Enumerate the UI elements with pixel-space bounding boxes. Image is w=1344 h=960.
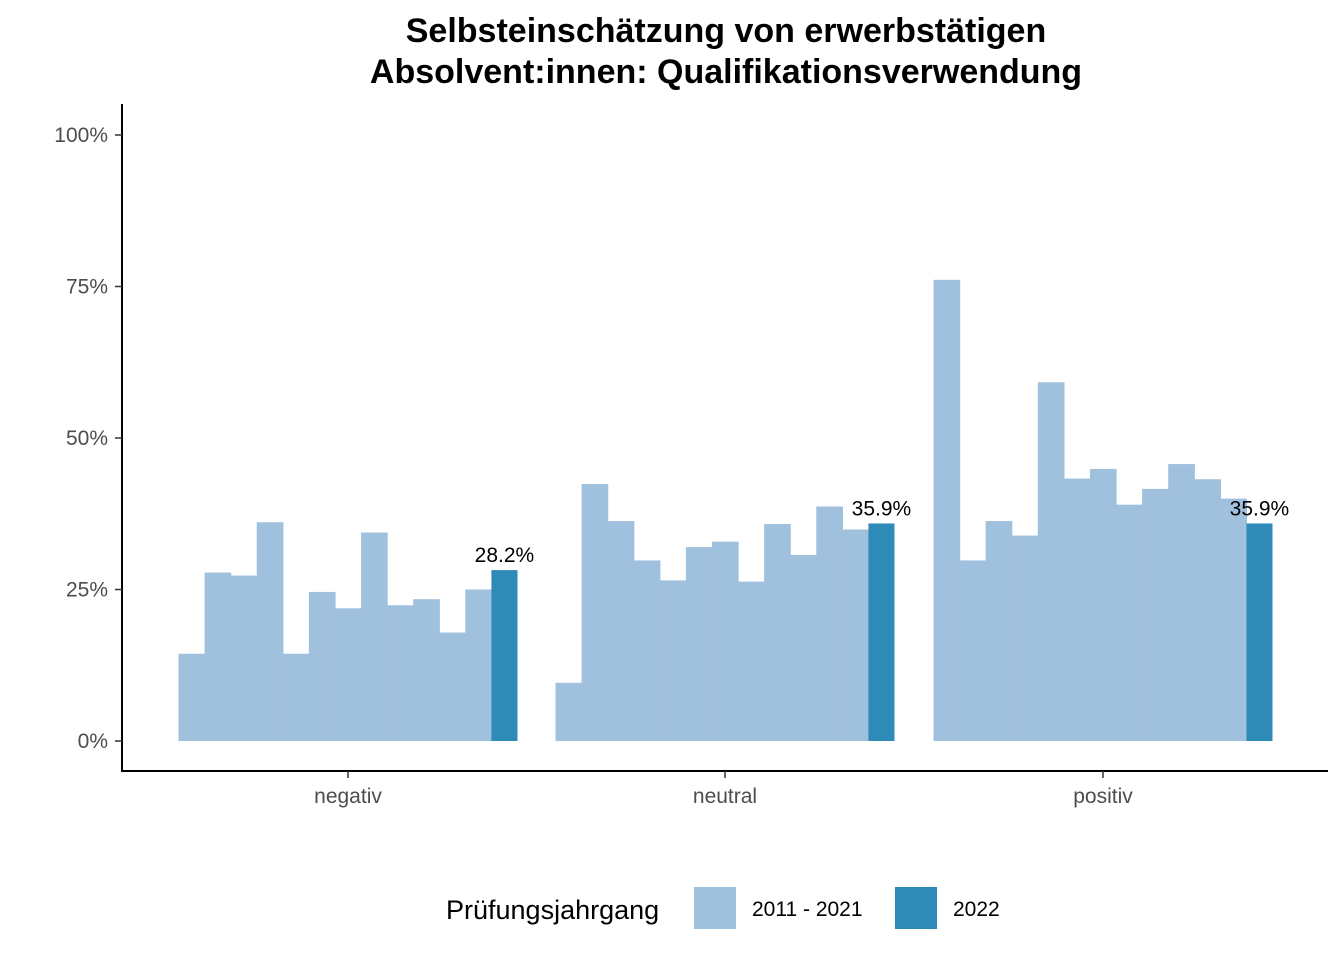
bar-negativ-historic-9: [387, 605, 414, 741]
legend: Prüfungsjahrgang 2011 - 2021 2022: [446, 887, 1000, 929]
bar-neutral-historic-10: [790, 554, 817, 741]
y-tick-label: 100%: [54, 124, 108, 147]
bar-neutral-historic-5: [659, 580, 687, 741]
data-label-negativ-2022: 28.2%: [475, 544, 535, 567]
legend-label-1: 2011 - 2021: [752, 898, 863, 921]
x-tick-label-negativ: negativ: [314, 785, 382, 808]
chart-title-line-1: Selbsteinschätzung von erwerbstätigen: [406, 12, 1046, 50]
bar-positiv-historic-7: [1089, 468, 1117, 741]
bar-positiv-historic-4: [1011, 535, 1039, 741]
bar-negativ-historic-5: [282, 653, 310, 741]
bar-positiv-historic-10: [1168, 464, 1195, 741]
data-label-neutral-2022: 35.9%: [852, 497, 912, 520]
bar-negativ-2022: [491, 570, 518, 741]
bar-positiv-historic-1: [933, 279, 961, 741]
bar-positiv-historic-12: [1220, 498, 1248, 741]
bar-positiv-historic-11: [1194, 479, 1221, 741]
bar-positiv-historic-8: [1116, 504, 1143, 741]
bar-positiv-historic-2: [959, 560, 987, 741]
bars-group: 28.2% 35.9% 35.9%: [178, 279, 1290, 741]
bar-neutral-historic-11: [816, 506, 843, 741]
bar-neutral-2022: [868, 523, 895, 741]
legend-swatch-1: [694, 887, 736, 929]
bar-negativ-historic-4: [256, 522, 284, 741]
legend-title: Prüfungsjahrgang: [446, 895, 659, 925]
bar-neutral-historic-6: [685, 547, 713, 741]
bar-neutral-historic-8: [738, 581, 765, 741]
bar-neutral-historic-4: [633, 560, 661, 741]
bar-neutral-historic-9: [764, 524, 791, 741]
y-tick-label: 75%: [66, 276, 108, 299]
y-tick-label: 50%: [66, 427, 108, 450]
bar-neutral-historic-2: [581, 484, 609, 741]
legend-label-2: 2022: [953, 898, 1000, 921]
bar-positiv-historic-6: [1063, 478, 1091, 741]
bar-negativ-historic-6: [308, 591, 336, 741]
x-tick-label-positiv: positiv: [1073, 785, 1133, 808]
bar-neutral-historic-12: [842, 529, 870, 741]
bar-neutral-historic-7: [711, 541, 739, 741]
chart-title-line-2: Absolvent:innen: Qualifikationsverwendun…: [370, 53, 1082, 91]
bar-negativ-historic-10: [413, 599, 440, 741]
bar-negativ-historic-11: [439, 632, 466, 741]
bar-negativ-historic-7: [334, 608, 362, 741]
bar-negativ-historic-3: [230, 575, 258, 741]
bar-positiv-historic-9: [1142, 488, 1169, 741]
y-tick-label: 25%: [66, 579, 108, 602]
bar-neutral-historic-1: [555, 682, 583, 741]
x-tick-label-neutral: neutral: [693, 785, 757, 808]
bar-positiv-historic-3: [985, 521, 1013, 741]
bar-neutral-historic-3: [607, 521, 635, 741]
bar-negativ-historic-1: [178, 653, 206, 741]
axes-group: 0% 25% 50% 75% 100% negativ neutral positiv: [54, 104, 1328, 808]
bar-negativ-historic-2: [204, 572, 232, 741]
y-tick-label: 0%: [78, 730, 108, 753]
bar-positiv-2022: [1246, 523, 1273, 741]
bar-negativ-historic-8: [361, 532, 388, 741]
bar-positiv-historic-5: [1037, 382, 1065, 741]
data-label-positiv-2022: 35.9%: [1230, 497, 1290, 520]
bar-negativ-historic-12: [465, 589, 493, 741]
legend-swatch-2: [895, 887, 937, 929]
